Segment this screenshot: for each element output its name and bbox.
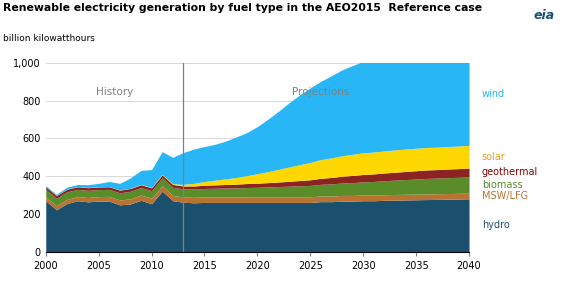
Text: Projections: Projections	[292, 88, 349, 98]
Text: MSW/LFG: MSW/LFG	[482, 191, 528, 201]
Text: Renewable electricity generation by fuel type in the AEO2015  Reference case: Renewable electricity generation by fuel…	[3, 3, 482, 13]
Text: wind: wind	[482, 89, 505, 99]
Text: biomass: biomass	[482, 180, 522, 190]
Text: billion kilowatthours: billion kilowatthours	[3, 34, 95, 43]
Text: solar: solar	[482, 152, 506, 162]
Text: eia: eia	[534, 9, 555, 21]
Text: geothermal: geothermal	[482, 168, 538, 178]
Text: hydro: hydro	[482, 220, 510, 230]
Text: History: History	[96, 88, 133, 98]
